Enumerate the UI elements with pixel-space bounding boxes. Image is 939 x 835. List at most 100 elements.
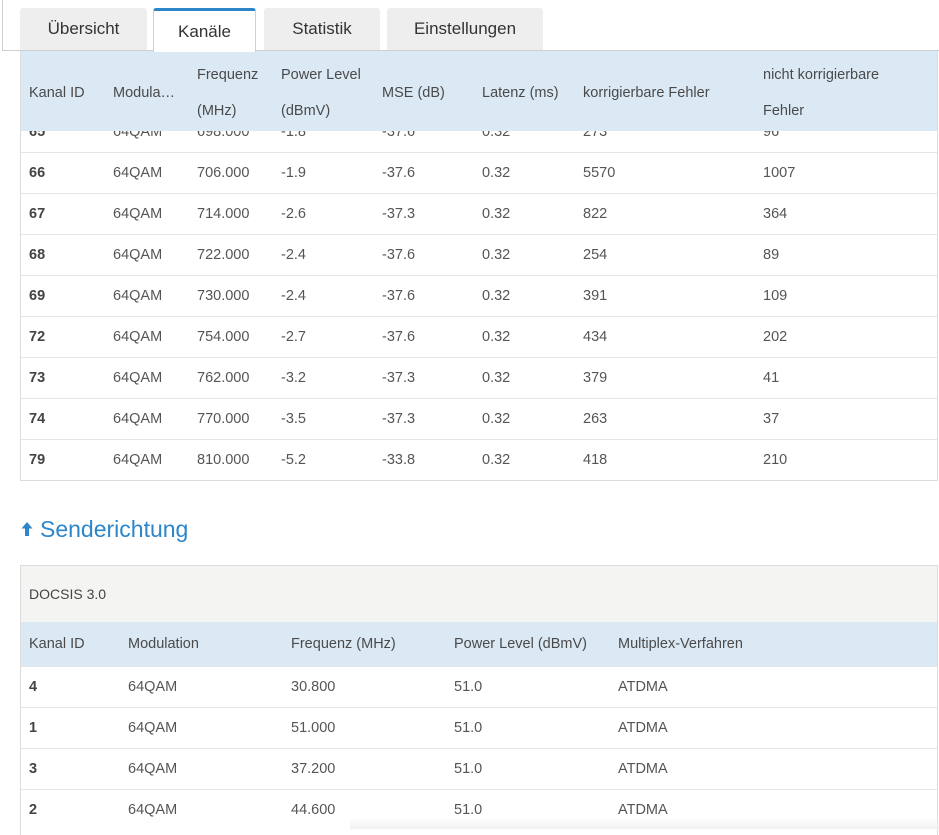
cell-mse: -33.8 [382,452,416,468]
cell-power-level: 51.0 [454,761,483,777]
cell-nicht-korrigierbare-fehler: 109 [763,288,788,304]
col-header-multiplex: Multiplex-Verfahren [618,636,743,652]
cell-korrigierbare-fehler: 254 [583,247,608,263]
cell-latenz: 0.32 [482,165,511,181]
cell-korrigierbare-fehler: 822 [583,206,608,222]
cell-power-level: -2.7 [281,329,306,345]
cell-frequenz: 762.000 [197,370,250,386]
tab-statistik[interactable]: Statistik [264,8,380,50]
cell-korrigierbare-fehler: 434 [583,329,608,345]
cell-latenz: 0.32 [482,329,511,345]
col-header-mse: MSE (dB) [382,85,445,101]
tab-einstellungen[interactable]: Einstellungen [387,8,543,50]
cell-nicht-korrigierbare-fehler: 364 [763,206,788,222]
cell-kanal-id: 66 [29,165,46,181]
table-row: 79 64QAM 810.000 -5.2 -33.8 0.32 418 210 [21,439,937,480]
cell-mse: -37.6 [382,329,416,345]
cell-multiplex: ATDMA [618,720,668,736]
cell-frequenz: 722.000 [197,247,250,263]
col-header-korrigierbare-fehler: korrigierbare Fehler [583,85,710,101]
tab-kanaele[interactable]: Kanäle [153,8,256,52]
cell-nicht-korrigierbare-fehler: 210 [763,452,788,468]
col-header-modulation: Modulation [128,636,199,652]
cell-frequenz: 51.000 [291,720,336,736]
cell-kanal-id: 72 [29,329,46,345]
cell-frequenz: 770.000 [197,411,250,427]
cell-mse: -37.3 [382,411,416,427]
cell-frequenz: 730.000 [197,288,250,304]
bottom-fade [350,818,939,829]
cell-modulation: 64QAM [113,452,163,468]
table-row: 2 64QAM 44.600 51.0 ATDMA [21,789,937,831]
col-header-nicht-korrigierbare: nicht korrigierbare [763,67,880,83]
arrow-up-icon [21,522,33,536]
cell-korrigierbare-fehler: 379 [583,370,608,386]
cell-frequenz: 714.000 [197,206,250,222]
table-row: 73 64QAM 762.000 -3.2 -37.3 0.32 379 41 [21,357,937,399]
cell-nicht-korrigierbare-fehler: 202 [763,329,788,345]
cell-frequenz: 706.000 [197,165,250,181]
tab-uebersicht[interactable]: Übersicht [20,8,147,50]
downstream-table[interactable]: Kanal ID Modula… Frequenz (MHz) Power Le… [20,51,938,481]
cell-kanal-id: 69 [29,288,46,304]
cell-kanal-id: 3 [29,761,38,777]
col-header-frequenz: Frequenz [197,67,259,83]
cell-power-level: -2.4 [281,288,306,304]
cell-power-level: -2.4 [281,247,306,263]
cell-kanal-id: 4 [29,679,38,695]
cell-power-level: -3.2 [281,370,306,386]
table-row: 3 64QAM 37.200 51.0 ATDMA [21,748,937,790]
cell-frequenz: 44.600 [291,802,336,818]
table-row: 74 64QAM 770.000 -3.5 -37.3 0.32 263 37 [21,398,937,440]
cell-power-level: -3.5 [281,411,306,427]
cell-power-level: -5.2 [281,452,306,468]
cell-modulation: 64QAM [113,247,163,263]
cell-nicht-korrigierbare-fehler: 1007 [763,165,796,181]
cell-frequenz: 810.000 [197,452,250,468]
tab-bar-left-border [2,0,3,51]
cell-mse: -37.6 [382,288,416,304]
cell-korrigierbare-fehler: 263 [583,411,608,427]
cell-latenz: 0.32 [482,288,511,304]
col-header-nicht-korrigierbare-fehler: Fehler [763,103,805,119]
cell-mse: -37.6 [382,165,416,181]
cell-korrigierbare-fehler: 5570 [583,165,616,181]
cell-multiplex: ATDMA [618,802,668,818]
cell-korrigierbare-fehler: 418 [583,452,608,468]
cell-multiplex: ATDMA [618,679,668,695]
cell-latenz: 0.32 [482,411,511,427]
cell-multiplex: ATDMA [618,761,668,777]
cell-nicht-korrigierbare-fehler: 37 [763,411,780,427]
downstream-table-header: Kanal ID Modula… Frequenz (MHz) Power Le… [21,51,937,131]
table-row: 66 64QAM 706.000 -1.9 -37.6 0.32 5570 10… [21,152,937,194]
upstream-table: DOCSIS 3.0 Kanal ID Modulation Frequenz … [20,565,938,835]
section-title-text: Senderichtung [40,515,189,542]
cell-modulation: 64QAM [113,329,163,345]
cell-frequenz: 30.800 [291,679,336,695]
cell-modulation: 64QAM [113,411,163,427]
tab-bar: Übersicht Kanäle Statistik Einstellungen [0,0,939,52]
cell-mse: -37.6 [382,247,416,263]
cell-modulation: 64QAM [113,206,163,222]
table-row: 1 64QAM 51.000 51.0 ATDMA [21,707,937,749]
cell-latenz: 0.32 [482,206,511,222]
cell-kanal-id: 73 [29,370,46,386]
cell-latenz: 0.32 [482,247,511,263]
cell-mse: -37.3 [382,370,416,386]
cell-kanal-id: 67 [29,206,46,222]
table-row: 67 64QAM 714.000 -2.6 -37.3 0.32 822 364 [21,193,937,235]
cell-frequenz: 37.200 [291,761,336,777]
col-header-kanal-id: Kanal ID [29,85,85,101]
cell-korrigierbare-fehler: 391 [583,288,608,304]
cell-power-level: -2.6 [281,206,306,222]
cell-kanal-id: 68 [29,247,46,263]
table-row: 4 64QAM 30.800 51.0 ATDMA [21,666,937,708]
upstream-table-header: Kanal ID Modulation Frequenz (MHz) Power… [21,622,937,666]
section-senderichtung[interactable]: Senderichtung [20,512,188,546]
cell-latenz: 0.32 [482,370,511,386]
cell-mse: -37.3 [382,206,416,222]
cell-power-level: 51.0 [454,679,483,695]
cell-latenz: 0.32 [482,452,511,468]
cell-kanal-id: 2 [29,802,38,818]
cell-modulation: 64QAM [128,802,178,818]
